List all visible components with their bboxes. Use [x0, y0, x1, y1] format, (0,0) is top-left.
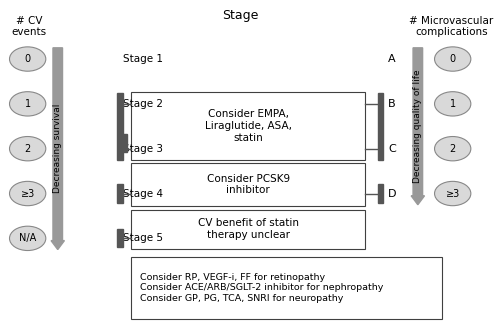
Circle shape [10, 47, 46, 71]
Text: A: A [388, 54, 396, 64]
Text: D: D [388, 189, 396, 199]
FancyBboxPatch shape [132, 92, 366, 160]
Bar [122, 134, 128, 152]
Bar [378, 184, 384, 203]
Circle shape [10, 92, 46, 116]
Text: # CV
events: # CV events [12, 16, 46, 37]
Text: Consider RP, VEGF-i, FF for retinopathy
Consider ACE/ARB/SGLT-2 inhibitor for ne: Consider RP, VEGF-i, FF for retinopathy … [140, 273, 384, 303]
Text: 1: 1 [450, 99, 456, 109]
Bar [117, 229, 122, 247]
Circle shape [434, 181, 471, 206]
Text: Decreasing survival: Decreasing survival [53, 104, 62, 193]
Text: ≥3: ≥3 [20, 189, 35, 199]
Text: 2: 2 [24, 144, 31, 154]
Text: 0: 0 [450, 54, 456, 64]
Circle shape [10, 137, 46, 161]
Bar [117, 93, 122, 160]
Circle shape [10, 226, 46, 251]
FancyArrow shape [51, 48, 64, 250]
FancyArrow shape [411, 48, 424, 205]
Text: Stage 3: Stage 3 [123, 144, 163, 154]
FancyBboxPatch shape [132, 163, 366, 206]
Circle shape [434, 92, 471, 116]
Text: Stage 1: Stage 1 [123, 54, 163, 64]
Text: ≥3: ≥3 [446, 189, 460, 199]
Text: Stage 2: Stage 2 [123, 99, 163, 109]
Text: Stage: Stage [222, 9, 258, 22]
Circle shape [10, 181, 46, 206]
Text: N/A: N/A [19, 233, 36, 243]
Text: Stage 5: Stage 5 [123, 233, 163, 243]
FancyBboxPatch shape [132, 256, 442, 319]
Text: # Microvascular
complications: # Microvascular complications [409, 16, 494, 37]
Bar [117, 184, 122, 203]
Text: 2: 2 [450, 144, 456, 154]
Circle shape [434, 137, 471, 161]
FancyBboxPatch shape [132, 210, 366, 249]
Circle shape [434, 47, 471, 71]
Text: Stage 4: Stage 4 [123, 189, 163, 199]
Text: CV benefit of statin
therapy unclear: CV benefit of statin therapy unclear [198, 218, 299, 240]
Text: 0: 0 [24, 54, 30, 64]
Text: 1: 1 [24, 99, 30, 109]
Text: Consider EMPA,
Liraglutide, ASA,
statin: Consider EMPA, Liraglutide, ASA, statin [205, 109, 292, 142]
Text: Decreasing quality of life: Decreasing quality of life [414, 69, 422, 183]
Bar [378, 93, 384, 160]
Text: C: C [388, 144, 396, 154]
Text: B: B [388, 99, 396, 109]
Text: Consider PCSK9
inhibitor: Consider PCSK9 inhibitor [206, 174, 290, 195]
